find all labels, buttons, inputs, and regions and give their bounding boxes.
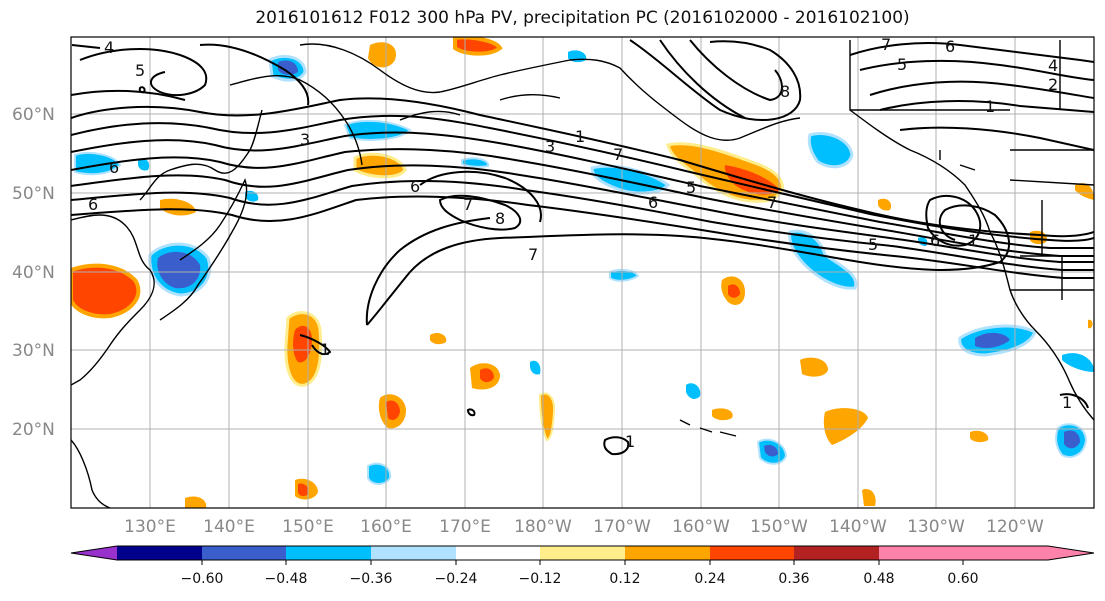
colorbar-segment bbox=[286, 546, 371, 560]
lon-label: 130°E bbox=[124, 517, 176, 537]
contour-label: 4 bbox=[1048, 56, 1058, 75]
contour-label: 7 bbox=[767, 193, 777, 212]
gridlines bbox=[71, 37, 1094, 508]
colorbar-tick-label: 0.36 bbox=[778, 571, 809, 587]
contour-label: 5 bbox=[686, 178, 696, 197]
contour-label: 1 bbox=[625, 432, 635, 451]
contour-label: 1 bbox=[985, 97, 995, 116]
colorbar-tick-label: 0.48 bbox=[863, 571, 894, 587]
colorbar-tick-label: 0.24 bbox=[694, 571, 725, 587]
contour-label: 6 bbox=[945, 37, 955, 56]
contour-label: 6 bbox=[648, 193, 658, 212]
colorbar-extend-left bbox=[71, 546, 117, 560]
colorbar-segment bbox=[117, 546, 202, 560]
lat-label: 60°N bbox=[12, 105, 55, 125]
colorbar-tick-label: 0.60 bbox=[947, 571, 978, 587]
colorbar-segment bbox=[456, 546, 540, 560]
contour-label: 7 bbox=[463, 195, 473, 214]
contour-label: 1 bbox=[320, 340, 330, 359]
longitude-labels: 130°E 140°E 150°E 160°E 170°E 180°W 170°… bbox=[124, 517, 1044, 537]
contour-label: 8 bbox=[780, 82, 790, 101]
contour-label: 5 bbox=[868, 235, 878, 254]
map-frame bbox=[70, 36, 1095, 509]
contour-label: 5 bbox=[135, 61, 145, 80]
lon-label: 130°W bbox=[907, 517, 965, 537]
lon-label: 180°W bbox=[514, 517, 572, 537]
lon-label: 140°E bbox=[203, 517, 255, 537]
contour-label: 3 bbox=[545, 137, 555, 156]
contour-label: 6 bbox=[109, 158, 119, 177]
contour-label: 7 bbox=[528, 245, 538, 264]
contour-label: 5 bbox=[897, 55, 907, 74]
lat-label: 30°N bbox=[12, 341, 55, 361]
lon-label: 120°W bbox=[986, 517, 1044, 537]
coastlines bbox=[71, 40, 1094, 508]
colorbar: −0.60 −0.48 −0.36 −0.24 −0.12 0.12 0.24 … bbox=[70, 545, 1095, 587]
pv-contours bbox=[71, 39, 1094, 456]
colorbar-tick-label: −0.48 bbox=[265, 571, 308, 587]
contour-label: 6 bbox=[88, 195, 98, 214]
colorbar-tick-label: −0.24 bbox=[435, 571, 478, 587]
colorbar-segment bbox=[202, 546, 286, 560]
precipitation-shading bbox=[71, 37, 1094, 508]
colorbar-segment bbox=[625, 546, 710, 560]
contour-label: 8 bbox=[495, 209, 505, 228]
lon-label: 160°W bbox=[672, 517, 730, 537]
colorbar-segment bbox=[710, 546, 794, 560]
contour-label: 3 bbox=[300, 130, 310, 149]
contour-label: 4 bbox=[104, 38, 114, 57]
colorbar-tick-label: −0.60 bbox=[181, 571, 224, 587]
map-title: 2016101612 F012 300 hPa PV, precipitatio… bbox=[255, 8, 910, 28]
contour-label: 1 bbox=[1062, 393, 1072, 412]
contour-label: 7 bbox=[613, 145, 623, 164]
contour-label: 7 bbox=[881, 35, 891, 54]
contour-label: 6 bbox=[410, 177, 420, 196]
lon-label: 160°E bbox=[360, 517, 412, 537]
colorbar-outline bbox=[70, 545, 1095, 561]
lat-label: 50°N bbox=[12, 184, 55, 204]
colorbar-tick-label: 0.12 bbox=[609, 571, 640, 587]
colorbar-tick-label: −0.36 bbox=[350, 571, 393, 587]
lon-label: 150°E bbox=[282, 517, 334, 537]
latitude-labels: 60°N 50°N 40°N 30°N 20°N bbox=[12, 105, 55, 440]
colorbar-extend-right bbox=[963, 546, 1094, 560]
colorbar-segment bbox=[794, 546, 879, 560]
lon-label: 170°E bbox=[439, 517, 491, 537]
colorbar-tick-label: −0.12 bbox=[519, 571, 562, 587]
lat-label: 40°N bbox=[12, 263, 55, 283]
contour-label: 6 bbox=[930, 231, 940, 250]
pv-contour-labels: 4 5 6 6 3 1 3 7 8 6 7 7 1 5 6 5 7 8 7 6 … bbox=[88, 35, 1072, 451]
lon-label: 150°W bbox=[750, 517, 808, 537]
lon-label: 170°W bbox=[593, 517, 651, 537]
lat-label: 20°N bbox=[12, 420, 55, 440]
contour-label: 1 bbox=[575, 127, 585, 146]
contour-label: 1 bbox=[968, 231, 978, 250]
colorbar-segment bbox=[371, 546, 456, 560]
colorbar-segment bbox=[540, 546, 625, 560]
colorbar-segment bbox=[879, 546, 963, 560]
lon-label: 140°W bbox=[829, 517, 887, 537]
contour-label: 2 bbox=[1048, 75, 1058, 94]
